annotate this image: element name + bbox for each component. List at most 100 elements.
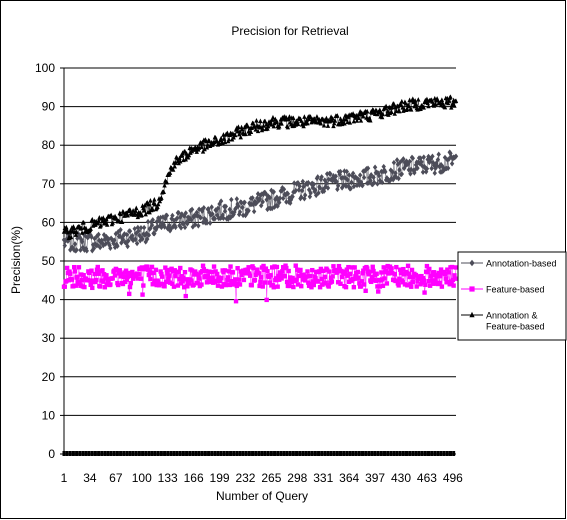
data-point <box>101 272 107 277</box>
data-point <box>204 280 210 285</box>
data-point <box>113 231 119 237</box>
data-point <box>301 272 306 277</box>
data-point <box>116 282 121 288</box>
data-point <box>82 284 87 290</box>
baseline-marker <box>313 451 317 456</box>
data-point <box>174 215 180 222</box>
data-point <box>233 132 238 138</box>
data-point <box>302 114 307 119</box>
data-point <box>310 267 315 273</box>
data-point <box>218 135 224 141</box>
data-point <box>224 282 229 287</box>
data-point <box>291 284 296 290</box>
data-point <box>326 284 331 289</box>
data-point <box>207 220 213 226</box>
data-point <box>269 265 275 270</box>
data-point <box>73 232 78 237</box>
data-point <box>258 275 264 280</box>
baseline-marker <box>75 451 79 456</box>
data-point <box>288 275 293 280</box>
data-point <box>383 268 389 273</box>
data-point <box>120 281 126 287</box>
data-point <box>201 204 207 211</box>
data-point <box>240 126 245 132</box>
data-point <box>249 283 254 288</box>
data-point <box>353 115 358 120</box>
baseline-marker <box>203 451 207 456</box>
baseline-marker <box>427 451 431 456</box>
data-point <box>338 168 343 175</box>
data-point <box>281 186 287 193</box>
data-point <box>164 212 170 219</box>
baseline-marker <box>276 451 280 456</box>
data-point <box>261 263 266 269</box>
data-point <box>256 271 262 276</box>
data-point <box>324 267 330 273</box>
data-point <box>255 191 261 197</box>
y-tick-labels: 0 10 20 30 40 50 60 70 80 90 100 <box>35 61 55 461</box>
data-point <box>92 271 97 277</box>
data-point <box>331 123 336 129</box>
data-point <box>214 271 220 277</box>
data-point <box>65 229 71 235</box>
baseline-marker <box>241 451 245 456</box>
data-point <box>401 266 406 272</box>
baseline-marker <box>389 451 393 456</box>
baseline-marker <box>430 451 434 456</box>
data-point <box>119 271 124 277</box>
data-point <box>431 270 437 275</box>
data-point <box>335 182 341 189</box>
data-point <box>81 272 86 278</box>
baseline-marker <box>445 451 449 456</box>
data-point <box>288 200 293 206</box>
data-point <box>343 183 349 190</box>
data-point <box>436 151 441 158</box>
data-point <box>350 276 356 282</box>
data-point <box>89 234 94 240</box>
data-point <box>407 158 412 165</box>
data-point <box>130 276 136 281</box>
data-point <box>141 207 147 213</box>
data-point <box>284 279 290 285</box>
data-point <box>420 275 426 281</box>
data-point <box>162 224 167 230</box>
data-point <box>434 160 439 166</box>
baseline-marker <box>423 451 427 456</box>
data-point <box>361 113 366 119</box>
data-point <box>350 265 355 270</box>
data-point <box>166 276 171 281</box>
data-point <box>72 225 77 231</box>
baseline-marker <box>181 451 185 456</box>
data-point <box>285 191 291 197</box>
data-point <box>107 242 112 249</box>
baseline-marker <box>307 451 311 456</box>
data-point <box>318 120 324 126</box>
data-point <box>152 281 157 286</box>
data-point <box>226 213 232 220</box>
data-point <box>309 285 314 290</box>
data-point <box>136 271 141 277</box>
data-point <box>176 210 181 216</box>
data-point <box>128 280 133 286</box>
data-point <box>230 270 236 275</box>
data-point <box>338 116 343 121</box>
data-point <box>316 190 321 196</box>
data-point <box>184 277 189 282</box>
data-point <box>234 196 240 202</box>
data-point <box>324 180 329 186</box>
data-point <box>405 106 410 112</box>
data-point <box>116 271 122 276</box>
data-point <box>123 240 129 246</box>
data-point <box>100 268 105 273</box>
baseline-marker <box>383 451 387 456</box>
baseline-marker <box>342 451 346 456</box>
data-point <box>95 264 100 270</box>
data-point <box>310 279 316 284</box>
data-point <box>361 268 366 273</box>
data-point <box>159 274 165 279</box>
data-point <box>96 271 101 276</box>
data-point <box>186 152 192 158</box>
baseline-marker <box>97 451 101 456</box>
data-point <box>357 172 363 178</box>
data-point <box>173 224 178 231</box>
